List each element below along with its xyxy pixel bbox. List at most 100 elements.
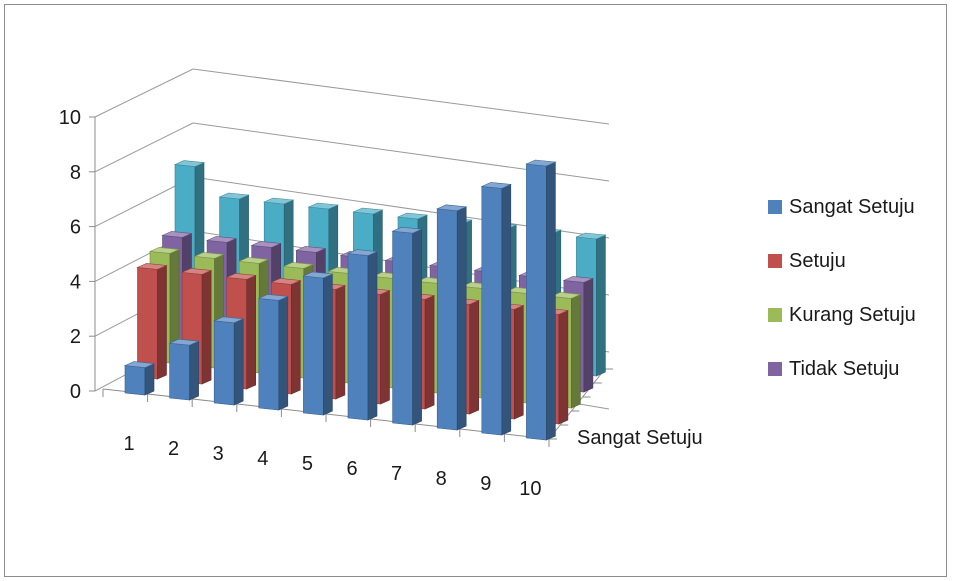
x-tick-label: 1 [123, 433, 134, 455]
bar-side-face [571, 293, 581, 409]
bar-top-face [562, 276, 595, 283]
bar-top-face [352, 207, 384, 215]
bar [168, 338, 200, 401]
bar-top-face [168, 338, 200, 346]
y-tick-label: 6 [70, 217, 81, 239]
bar [257, 294, 289, 411]
x-tick-label: 4 [257, 448, 268, 470]
x-tick-label: 3 [213, 443, 224, 465]
bar-side-face [278, 295, 289, 411]
bar-side-face [513, 304, 524, 420]
bar-side-face [246, 274, 256, 390]
bar-top-face [257, 294, 289, 301]
bar-top-face [193, 252, 225, 259]
bar-top-face [218, 192, 250, 200]
bar-side-face [558, 309, 569, 425]
bar-side-face [583, 277, 594, 393]
bar-front-face [436, 208, 458, 431]
x-tick-label: 5 [302, 453, 313, 475]
gridline [94, 68, 194, 118]
bar-front-face [481, 186, 503, 436]
chart-area: 0 2 4 6 8 10 1 2 3 4 5 6 7 8 9 10 Sangat Setuju Sangat S… [4, 4, 947, 577]
bar-top-face [205, 236, 238, 243]
y-tick-label: 2 [70, 326, 81, 348]
y-tick-label: 0 [70, 381, 81, 403]
bar [346, 249, 379, 421]
bar-top-face [282, 262, 314, 269]
bar-side-face [201, 269, 212, 385]
bar-top-face [180, 268, 213, 275]
bar [391, 226, 423, 426]
bar-top-face [123, 361, 156, 368]
legend-swatch [768, 308, 782, 322]
bar-side-face [501, 183, 512, 436]
depth-tick-label: Sangat Setuju [577, 427, 703, 449]
bar-front-face [213, 320, 235, 406]
y-tick-label: 4 [70, 271, 81, 293]
bar-top-face [295, 246, 327, 253]
legend-label: Tidak Setuju [789, 357, 900, 380]
bar-top-face [480, 182, 512, 189]
bar [436, 204, 468, 431]
gridline [94, 122, 194, 173]
bar-top-face [307, 202, 339, 210]
bar-side-face [335, 284, 346, 400]
bar-side-face [189, 340, 199, 401]
x-tick-label: 7 [391, 463, 402, 485]
bar [302, 271, 334, 416]
legend-label: Sangat Setuju [789, 195, 915, 218]
bar-top-face [250, 241, 282, 248]
bar-side-face [424, 294, 435, 410]
bar-top-face [213, 316, 245, 324]
bar-front-face [392, 230, 413, 426]
legend-swatch [768, 200, 782, 214]
bar-side-face [456, 206, 467, 431]
gridline [192, 68, 610, 125]
bar-top-face [391, 226, 423, 234]
bar-top-face [238, 257, 270, 264]
bar-front-face [169, 342, 190, 401]
bar-side-face [380, 289, 390, 405]
bar-top-face [436, 204, 468, 212]
legend-item: Kurang Setuju [768, 288, 953, 342]
legend-swatch [768, 362, 782, 376]
bar-top-face [173, 160, 206, 167]
bar-top-face [550, 292, 582, 299]
bar-top-face [161, 231, 193, 238]
bar-side-face [546, 161, 556, 441]
x-tick-label: 8 [436, 468, 447, 490]
bar-top-face [396, 212, 429, 220]
bar-top-face [136, 263, 168, 270]
x-tick-label: 9 [480, 473, 491, 495]
bar [480, 182, 512, 436]
x-tick-label: 2 [168, 438, 179, 460]
bar-side-face [157, 264, 167, 380]
x-tick-label: 6 [346, 458, 357, 480]
legend-item: Tidak Setuju [768, 342, 953, 396]
bar-side-face [412, 228, 422, 426]
legend: Sangat Setuju Setuju Kurang Setuju Tidak… [768, 180, 953, 396]
legend-item: Setuju [768, 234, 953, 288]
bar-side-face [290, 279, 301, 395]
bar-top-face [575, 232, 607, 240]
x-tick-label: 10 [519, 478, 541, 500]
bar [123, 361, 156, 396]
bar [136, 263, 168, 380]
bar-side-face [469, 299, 480, 415]
bar-side-face [323, 273, 333, 416]
bar-side-face [596, 234, 606, 377]
bar-front-face [303, 275, 324, 416]
bar-top-face [525, 159, 557, 167]
bar-top-face [263, 197, 295, 205]
legend-swatch [768, 254, 782, 268]
bar-side-face [367, 251, 378, 421]
bar-top-face [148, 247, 181, 254]
bar [213, 316, 245, 406]
bar [525, 159, 557, 441]
bar-top-face [302, 271, 334, 279]
bars [123, 159, 607, 441]
bar-top-face [346, 249, 379, 256]
legend-label: Kurang Setuju [789, 303, 916, 326]
